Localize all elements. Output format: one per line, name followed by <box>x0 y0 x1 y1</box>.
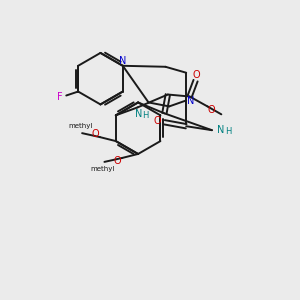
Text: O: O <box>154 116 161 126</box>
Text: H: H <box>142 111 149 120</box>
Text: N: N <box>217 125 224 135</box>
Text: N: N <box>135 109 142 119</box>
Text: O: O <box>113 156 121 166</box>
Text: methyl: methyl <box>90 166 115 172</box>
Text: N: N <box>188 97 195 106</box>
Text: O: O <box>208 105 215 116</box>
Text: O: O <box>193 70 200 80</box>
Text: F: F <box>56 92 62 103</box>
Text: O: O <box>91 129 99 139</box>
Text: H: H <box>226 127 232 136</box>
Text: N: N <box>119 56 127 66</box>
Text: methyl: methyl <box>68 123 92 129</box>
